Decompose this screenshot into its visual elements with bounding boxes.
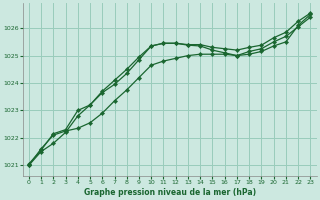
X-axis label: Graphe pression niveau de la mer (hPa): Graphe pression niveau de la mer (hPa) (84, 188, 256, 197)
